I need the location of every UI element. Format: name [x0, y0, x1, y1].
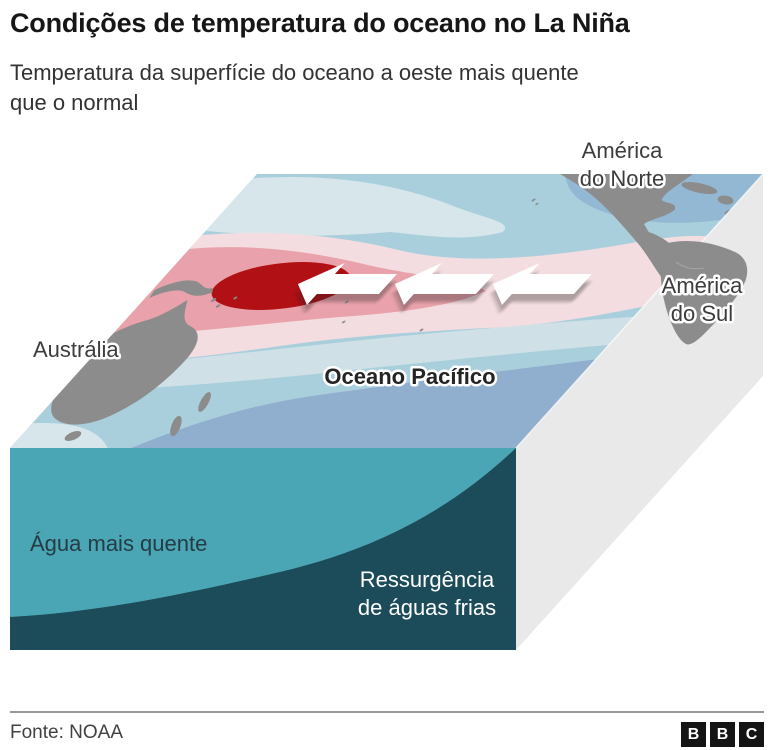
cold-upwelling-region	[10, 448, 516, 650]
new-zealand-south	[170, 415, 182, 437]
subtitle-line-2: que o normal	[10, 90, 139, 115]
island-speck	[210, 298, 217, 302]
north-pale-band	[196, 177, 506, 238]
west-arrow-3	[492, 263, 592, 305]
footer-divider	[10, 711, 764, 713]
label-south-america-line2: do Sul	[671, 301, 733, 326]
subtitle-line-1: Temperatura da superfície do oceano a oe…	[10, 60, 579, 85]
bbc-logo: B B C	[681, 722, 764, 747]
label-south-america-line1: América	[662, 273, 743, 298]
bbc-logo-block-b2: B	[710, 722, 735, 747]
bbc-logo-block-c: C	[739, 722, 764, 747]
tasmania-island	[64, 431, 82, 441]
label-pacific-ocean: Oceano Pacífico	[324, 364, 495, 389]
cuba-island	[681, 181, 718, 195]
cut-edge-highlight	[515, 173, 764, 449]
island-speck	[419, 328, 424, 332]
hispaniola-island	[717, 195, 734, 205]
label-north-america-line1: América	[582, 138, 663, 163]
label-upwelling-line1: Ressurgência	[360, 567, 495, 592]
north-america-land	[560, 174, 693, 286]
hawaii-speck	[531, 198, 536, 202]
source-credit: Fonte: NOAA	[10, 722, 123, 743]
island-speck	[341, 320, 346, 324]
south-america-group	[660, 241, 748, 345]
label-north-america-line2: do Norte	[580, 166, 664, 191]
west-arrow-1	[297, 263, 397, 305]
label-upwelling-line2: de águas frias	[358, 595, 496, 620]
west-arrow-group	[297, 263, 592, 305]
new-zealand-north	[198, 392, 211, 412]
south-america-border	[667, 283, 703, 291]
page-title: Condições de temperatura do oceano no La…	[10, 8, 630, 38]
land-group	[51, 174, 734, 441]
new-guinea-land	[149, 280, 213, 298]
west-arrow-2	[394, 263, 494, 305]
south-pale-band	[50, 316, 646, 392]
south-america-land	[660, 241, 748, 345]
hawaii-speck	[535, 202, 539, 206]
south-slate-band	[116, 358, 608, 448]
label-australia: Austrália	[33, 337, 119, 362]
island-speck	[233, 296, 238, 300]
island-speck	[215, 304, 221, 308]
south-america-border	[675, 261, 705, 270]
bbc-logo-block-b1: B	[681, 722, 706, 747]
page-subtitle: Temperatura da superfície do oceano a oe…	[10, 58, 750, 118]
australia-land	[51, 300, 198, 425]
label-warm-water: Água mais quente	[30, 531, 207, 556]
